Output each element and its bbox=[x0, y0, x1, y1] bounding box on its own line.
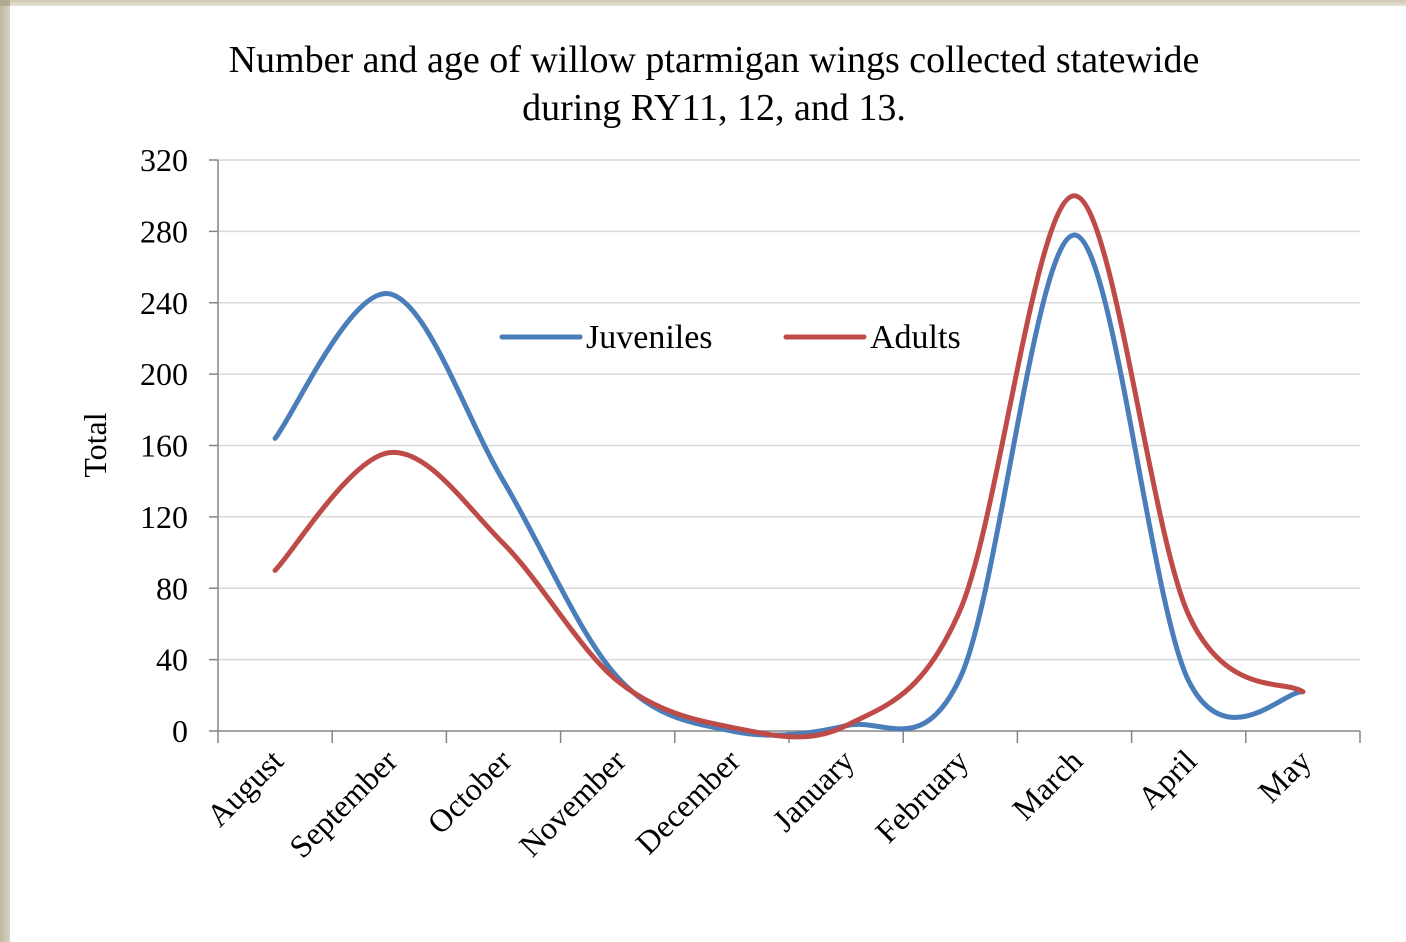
x-tick-label-march: March bbox=[1005, 742, 1090, 827]
y-tick-label-320: 320 bbox=[140, 142, 188, 178]
y-tick-label-40: 40 bbox=[156, 642, 188, 678]
legend: Juveniles Adults bbox=[499, 319, 961, 356]
chart-title-line-2: during RY11, 12, and 13. bbox=[522, 87, 906, 129]
y-tick-label-80: 80 bbox=[156, 570, 188, 606]
x-tick-label-may: May bbox=[1251, 742, 1318, 809]
series-lines bbox=[272, 193, 1306, 740]
x-tick-label-september: September bbox=[282, 742, 404, 864]
x-tick-label-december: December bbox=[628, 742, 747, 861]
legend-label-adults: Adults bbox=[870, 319, 961, 356]
x-tick-label-january: January bbox=[765, 742, 861, 838]
x-tick-label-april: April bbox=[1130, 742, 1203, 815]
slide-frame-left bbox=[0, 0, 10, 942]
series-line-adults bbox=[272, 193, 1306, 740]
x-tick-label-november: November bbox=[512, 742, 633, 863]
y-tick-label-0: 0 bbox=[172, 713, 188, 749]
axes bbox=[209, 159, 1361, 743]
y-tick-label-240: 240 bbox=[140, 285, 188, 321]
x-tick-label-august: August bbox=[199, 742, 290, 833]
y-tick-labels: 0 40 80 120 160 200 240 280 320 bbox=[140, 142, 188, 749]
y-tick-label-160: 160 bbox=[140, 428, 188, 464]
legend-label-juveniles: Juveniles bbox=[586, 319, 713, 356]
y-tick-label-200: 200 bbox=[140, 356, 188, 392]
y-tick-label-120: 120 bbox=[140, 499, 188, 535]
slide-frame-top bbox=[0, 0, 1406, 6]
x-tick-label-february: February bbox=[868, 742, 975, 849]
gridlines bbox=[218, 159, 1360, 661]
chart-title-line-1: Number and age of willow ptarmigan wings… bbox=[229, 39, 1200, 81]
y-axis-label: Total bbox=[77, 412, 113, 477]
y-tick-label-280: 280 bbox=[140, 213, 188, 249]
slide-frame-corner bbox=[0, 0, 10, 6]
x-tick-label-october: October bbox=[420, 742, 519, 841]
